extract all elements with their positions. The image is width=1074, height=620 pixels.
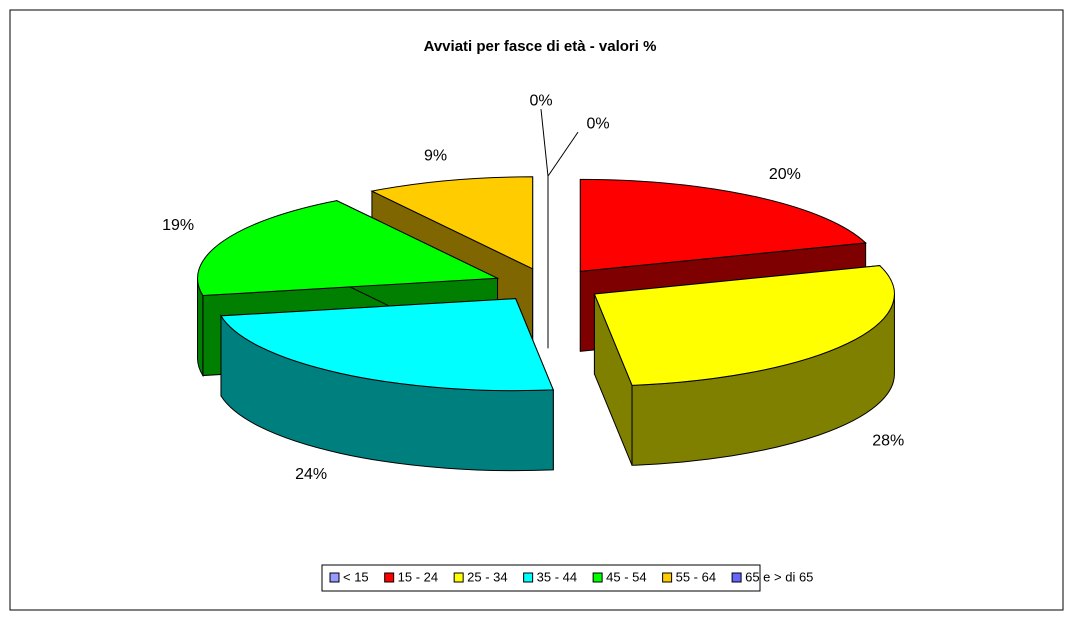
leader-line [540,109,549,177]
data-label: 28% [872,432,904,449]
legend-label: 45 - 54 [606,569,646,584]
legend-swatch [523,572,534,583]
legend-swatch [731,572,742,583]
slice [593,265,895,466]
legend-swatch [592,572,603,583]
slice-top [579,178,867,272]
legend-swatch [384,572,395,583]
leader-line [547,131,579,177]
data-label: 20% [769,166,801,183]
legend-label: 35 - 44 [537,569,577,584]
data-label: 0% [529,92,552,109]
slice-top [370,176,534,270]
legend-swatch [329,572,340,583]
legend-label: 25 - 34 [467,569,507,584]
data-label: 24% [295,466,327,483]
legend-swatch [662,572,673,583]
legend-label: < 15 [343,569,369,584]
legend-box [321,564,761,592]
legend-label: 15 - 24 [398,569,438,584]
data-label: 19% [162,217,194,234]
legend-label: 65 e > di 65 [745,569,813,584]
data-label: 9% [424,148,447,165]
slice-top [593,265,895,386]
chart-title: Avviati per fasce di età - valori % [424,38,657,55]
data-label: 0% [586,115,609,132]
slice-top [220,298,555,392]
legend-label: 55 - 64 [676,569,716,584]
slice-top [197,200,500,297]
slice [220,298,555,472]
legend-swatch [453,572,464,583]
